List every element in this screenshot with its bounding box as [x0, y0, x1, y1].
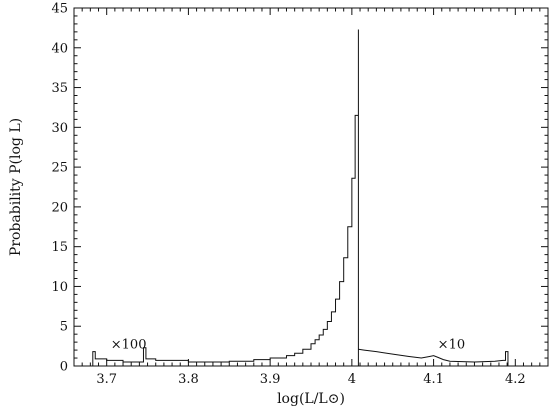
y-tick-label: 5: [60, 320, 68, 335]
series-layer: [87, 29, 509, 367]
y-tick-label: 35: [51, 81, 68, 96]
x-tick-label: 4.2: [505, 372, 526, 387]
annotations: ×100 ×10: [111, 337, 465, 352]
x-tick-label: 3.7: [96, 372, 117, 387]
scale-annotation: ×100: [111, 337, 147, 352]
y-tick-label: 15: [51, 240, 68, 255]
x-tick-label: 3.8: [178, 372, 199, 387]
scale-annotation: ×10: [438, 337, 465, 352]
x-tick-label: 3.9: [260, 372, 281, 387]
y-tick-label: 0: [60, 360, 68, 375]
scaled-tail-line: [358, 348, 509, 366]
y-tick-label: 30: [51, 121, 68, 136]
plot-frame: [73, 7, 549, 367]
step-histogram-line: [87, 29, 359, 367]
y-tick-label: 25: [51, 161, 68, 176]
y-tick-label: 45: [51, 2, 68, 17]
y-tick-label: 10: [51, 280, 68, 295]
y-tick-label: 20: [51, 200, 68, 215]
y-tick-label: 40: [51, 41, 68, 56]
x-axis-title: log(L/L⊙): [277, 391, 345, 407]
axis-ticks: [73, 7, 549, 367]
x-tick-label: 4: [348, 372, 356, 387]
x-tick-label: 4.1: [423, 372, 444, 387]
x-tick-labels: 3.7 3.8 3.9 4 4.1 4.2: [96, 372, 525, 387]
y-axis-title: Probability P(log L): [8, 118, 24, 256]
y-tick-labels: 0 5 10 15 20 25 30 35 40 45: [51, 2, 68, 375]
